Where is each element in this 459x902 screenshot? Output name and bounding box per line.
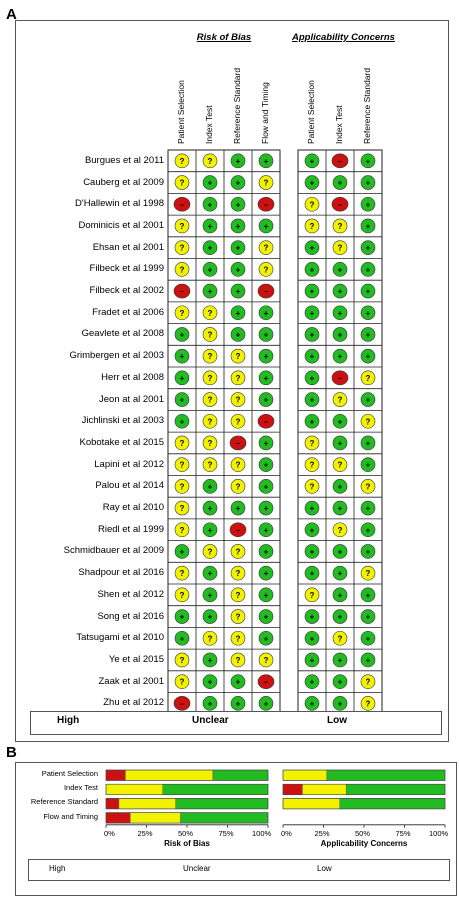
panel-b-legend-frame bbox=[28, 859, 450, 881]
study-label: Fradet et al 2006 bbox=[92, 306, 164, 318]
x-tick-label: 100% bbox=[252, 828, 272, 838]
x-tick-label: 75% bbox=[218, 828, 234, 838]
study-label: Grimbergen et al 2003 bbox=[69, 350, 164, 362]
x-tick-label: 0% bbox=[281, 828, 292, 838]
bar-category-label: Patient Selection bbox=[41, 769, 98, 778]
panel-b-letter: B bbox=[6, 744, 17, 761]
study-label: Filbeck et al 1999 bbox=[89, 263, 164, 275]
x-tick-label: 50% bbox=[355, 828, 371, 838]
study-label: Lapini et al 2012 bbox=[94, 458, 164, 470]
study-label: Schmidbauer et al 2009 bbox=[63, 545, 164, 557]
study-label: D'Hallewin et al 1998 bbox=[75, 198, 164, 210]
column-label-reference-standard-6: Reference Standard bbox=[362, 67, 372, 144]
x-tick-label: 25% bbox=[137, 828, 153, 838]
bar-category-label: Index Test bbox=[63, 783, 98, 793]
study-label: Shen et al 2012 bbox=[97, 588, 164, 600]
legend-label-unclear: Unclear bbox=[192, 715, 229, 726]
bar-category-label: Reference Standard bbox=[30, 797, 98, 807]
x-axis-title-risk-of-bias: Risk of Bias bbox=[164, 838, 210, 848]
column-label-patient-selection-0: Patient Selection bbox=[176, 80, 186, 144]
column-label-reference-standard-2: Reference Standard bbox=[232, 67, 242, 144]
column-label-flow-and-timing-3: Flow and Timing bbox=[260, 82, 270, 144]
study-label: Herr et al 2008 bbox=[101, 371, 164, 383]
legend-label-unclear: Unclear bbox=[183, 864, 211, 873]
x-axis-title-applicability-concerns: Applicability Concerns bbox=[320, 838, 408, 848]
x-tick-label: 0% bbox=[104, 828, 115, 838]
column-label-index-test-1: Index Test bbox=[204, 105, 214, 144]
study-label: Zaak et al 2001 bbox=[98, 675, 165, 687]
study-label: Tatsugami et al 2010 bbox=[76, 632, 164, 644]
bar-category-label: Flow and Timing bbox=[43, 811, 98, 821]
x-tick-label: 75% bbox=[395, 828, 411, 838]
study-label: Filbeck et al 2002 bbox=[89, 285, 164, 297]
legend-label-high: High bbox=[49, 864, 66, 873]
study-label: Shadpour et al 2016 bbox=[78, 567, 164, 579]
legend-label-low: Low bbox=[317, 864, 332, 873]
x-tick-label: 100% bbox=[429, 828, 449, 838]
x-tick-label: 50% bbox=[178, 828, 194, 838]
legend-label-low: Low bbox=[327, 715, 347, 726]
study-label: Kobotake et al 2015 bbox=[79, 436, 164, 448]
study-label: Jichlinski et al 2003 bbox=[81, 415, 164, 427]
study-label: Riedl et al 1999 bbox=[97, 523, 164, 535]
column-label-index-test-5: Index Test bbox=[334, 105, 344, 144]
study-label: Ray et al 2010 bbox=[102, 502, 164, 514]
panel-a-legend-frame bbox=[30, 711, 442, 735]
x-tick-label: 25% bbox=[314, 828, 330, 838]
column-label-patient-selection-4: Patient Selection bbox=[306, 80, 316, 144]
study-label: Burgues et al 2011 bbox=[84, 154, 164, 166]
study-label: Song et al 2016 bbox=[97, 610, 164, 622]
study-label: Dominicis et al 2001 bbox=[78, 219, 164, 231]
study-label: Geavlete et al 2008 bbox=[81, 328, 164, 340]
study-label: Jeon at al 2001 bbox=[99, 393, 164, 405]
study-label: Palou et al 2014 bbox=[95, 480, 164, 492]
panel-a-letter: A bbox=[6, 6, 17, 23]
study-label: Cauberg et al 2009 bbox=[83, 176, 164, 188]
study-label: Ehsan et al 2001 bbox=[92, 241, 164, 253]
study-label: Zhu et al 2012 bbox=[103, 697, 164, 709]
group-title-applicability-concerns: Applicability Concerns bbox=[292, 32, 395, 43]
group-title-risk-of-bias: Risk of Bias bbox=[196, 32, 252, 43]
legend-label-high: High bbox=[57, 715, 80, 726]
study-label: Ye et al 2015 bbox=[108, 653, 164, 665]
